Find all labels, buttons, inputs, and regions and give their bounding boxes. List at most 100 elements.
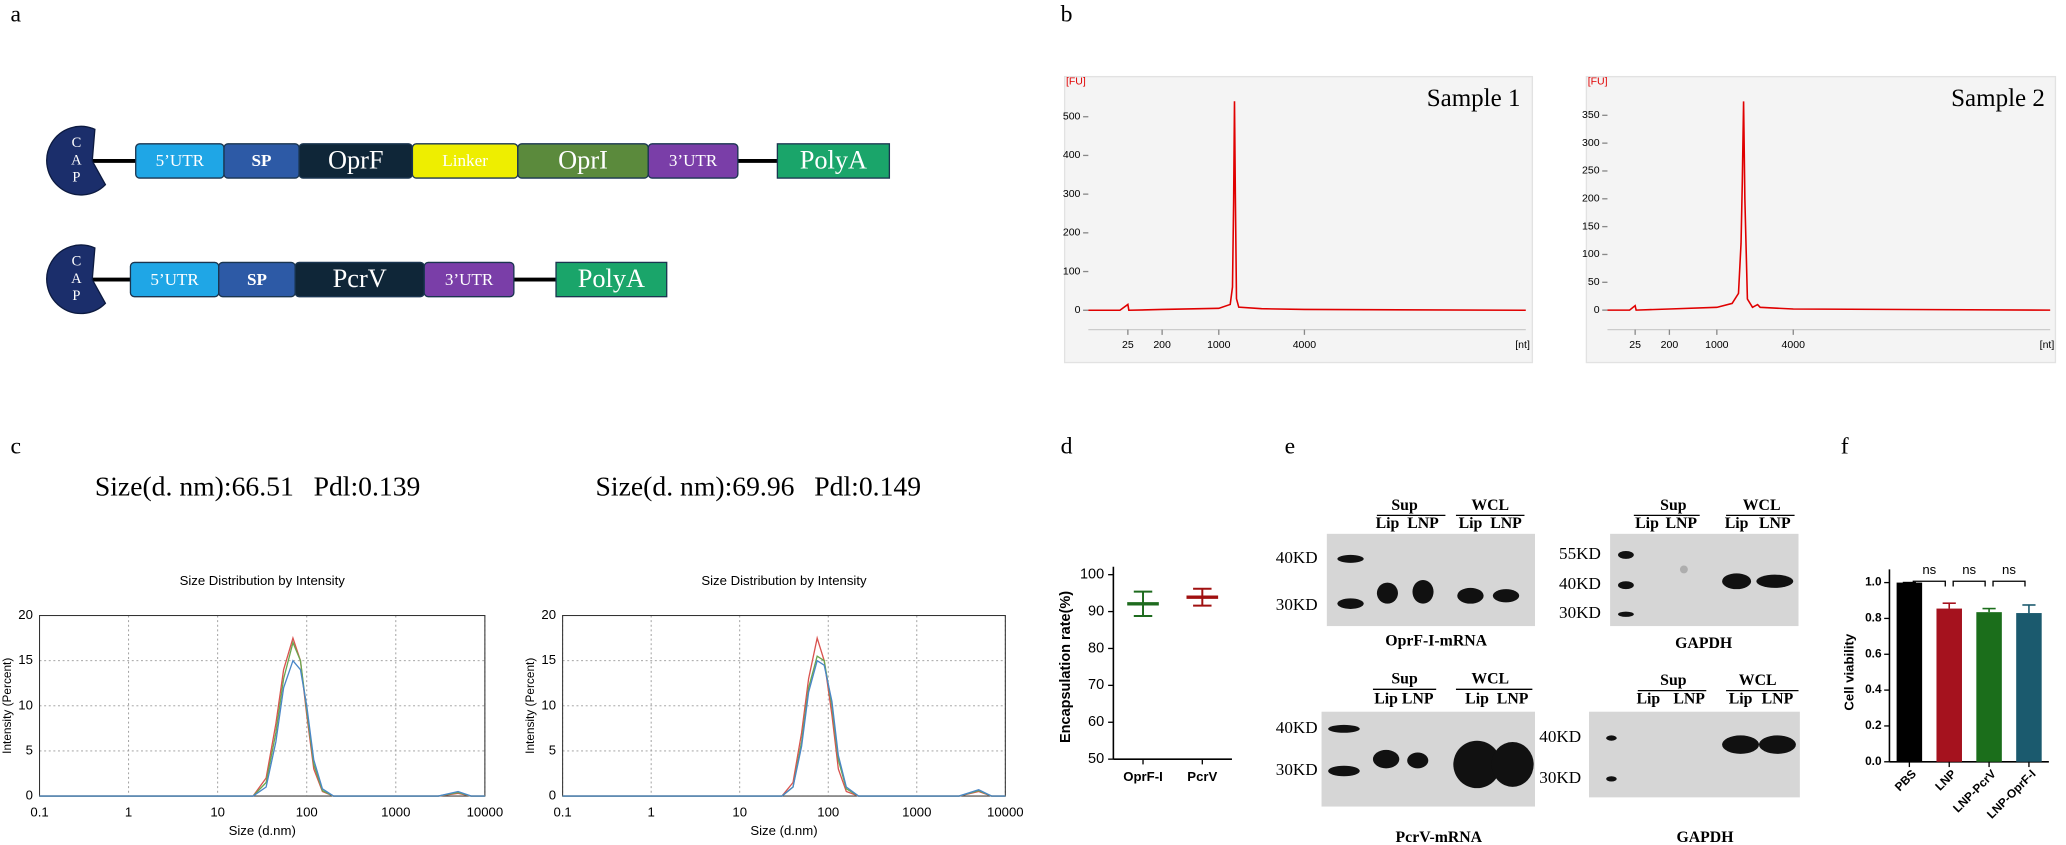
polya: [555, 261, 668, 298]
blot-lane: LNP: [1762, 690, 1794, 707]
blot-band: [1337, 554, 1364, 563]
blot-band: [1756, 574, 1794, 588]
y-tick-label: 100: [1582, 248, 1600, 260]
cap-shape: [46, 244, 107, 315]
x-tick-label: 100: [296, 805, 318, 820]
x-tick-label: 1000: [902, 805, 931, 820]
blot-band: [1606, 776, 1617, 782]
y-tick-label: 15: [541, 652, 556, 667]
x-tick-label: 10: [210, 805, 225, 820]
y-tick-label: 60: [1088, 714, 1104, 730]
blot-lane: LNP: [1490, 515, 1522, 532]
blot-lane: Lip: [1636, 690, 1660, 707]
x-tick-label: 10000: [467, 805, 504, 820]
data-line: [1607, 101, 2051, 311]
panel-label: d: [1061, 434, 1073, 460]
y-tick-label: 80: [1088, 640, 1104, 656]
x-tick-label: 10: [732, 805, 747, 820]
blot-band: [1376, 582, 1398, 604]
panel-label: b: [1061, 1, 1073, 27]
significance-bracket: [1912, 580, 1946, 587]
y-tick-label: 20: [541, 607, 556, 622]
dls-pdi: Pdl:0.149: [814, 470, 921, 501]
plot-frame: [39, 615, 486, 797]
blot-band: [1618, 611, 1634, 617]
y-tick-label: 50: [1088, 751, 1104, 767]
y-tick-label: 0.4: [1865, 682, 1882, 696]
blot-caption: GAPDH: [1675, 635, 1733, 652]
y-axis-label: Cell viability: [1841, 633, 1856, 710]
polya-label: PolyA: [578, 264, 645, 293]
x-tick-label: PBS: [1892, 767, 1919, 794]
blot-band: [1328, 765, 1360, 777]
data-line: [39, 640, 485, 797]
x-tick-label: 4000: [1293, 339, 1317, 351]
significance-bracket: [1952, 580, 1986, 587]
data-line: [562, 635, 1006, 797]
panel-label: c: [11, 434, 22, 460]
x-axis-label: [nt]: [2040, 339, 2055, 351]
y-tick-label: 5: [549, 742, 556, 757]
y-tick-label: 300: [1063, 188, 1081, 200]
blot-band: [1618, 550, 1634, 559]
y-tick-label: 0: [1075, 304, 1081, 316]
segment-label: SP: [252, 151, 272, 170]
bar: [1896, 582, 1923, 762]
blot-lane: Lip: [1635, 515, 1659, 532]
segment-label: 3’UTR: [669, 151, 718, 170]
blot-group: WCL: [1471, 671, 1509, 688]
blot-lane: LNP: [1497, 690, 1529, 707]
significance-label: ns: [1922, 562, 1936, 577]
x-tick-label: 1: [125, 805, 132, 820]
data-line: [562, 659, 1006, 797]
y-tick-label: 350: [1582, 109, 1600, 121]
blot-band: [1606, 735, 1617, 741]
blot-band: [1758, 735, 1796, 754]
segment-label: PcrV: [333, 264, 387, 293]
blot-lane: Lip: [1725, 515, 1749, 532]
blot-band: [1679, 565, 1688, 574]
blot-marker: 55KD: [1559, 544, 1601, 563]
y-tick-label: 250: [1582, 165, 1600, 177]
blot-lane: Lip: [1376, 515, 1400, 532]
blot-caption: PcrV-mRNA: [1396, 829, 1483, 845]
x-tick-label: 200: [1153, 339, 1171, 351]
cap-shape: [46, 125, 107, 196]
x-tick-label: 100: [817, 805, 839, 820]
blot-lane: Lip: [1459, 515, 1483, 532]
dls-pdi: Pdl:0.139: [314, 470, 421, 501]
x-tick-label: 200: [1661, 339, 1679, 351]
cap-letter: A: [71, 271, 82, 287]
y-tick-label: 0: [1594, 304, 1600, 316]
blot-band: [1457, 587, 1484, 604]
cap-letter: P: [72, 288, 80, 304]
blot-group: Sup: [1391, 671, 1418, 688]
blot-lane: LNP: [1665, 515, 1697, 532]
blot-band: [1412, 579, 1434, 604]
y-tick-label: 100: [1063, 265, 1081, 277]
y-tick-label: 300: [1582, 137, 1600, 149]
blot-band: [1407, 752, 1429, 769]
y-tick-label: 5: [26, 742, 33, 757]
blot-band: [1491, 742, 1534, 787]
segment-label: OprF: [328, 145, 384, 174]
blot-band: [1722, 573, 1752, 590]
x-tick-label: LNP: [1932, 767, 1959, 794]
x-tick-label: 25: [1122, 339, 1134, 351]
cap-letter: A: [71, 152, 82, 168]
blot-lane: Lip: [1374, 690, 1398, 707]
blot-marker: 40KD: [1539, 727, 1581, 746]
blot-marker: 30KD: [1559, 603, 1601, 622]
x-tick-label: 1: [647, 805, 654, 820]
blot-caption: GAPDH: [1676, 829, 1734, 845]
y-tick-label: 0: [549, 788, 556, 803]
dls-size: Size(d. nm):66.51: [95, 470, 294, 501]
cap-letter: P: [72, 169, 80, 185]
polya-label: PolyA: [800, 145, 867, 174]
blot-band: [1372, 749, 1400, 769]
y-tick-label: 0.0: [1865, 754, 1882, 768]
segment: [423, 261, 515, 298]
blot-lane: LNP: [1673, 690, 1705, 707]
blot-group: WCL: [1471, 497, 1509, 514]
x-tick-label: 4000: [1782, 339, 1806, 351]
